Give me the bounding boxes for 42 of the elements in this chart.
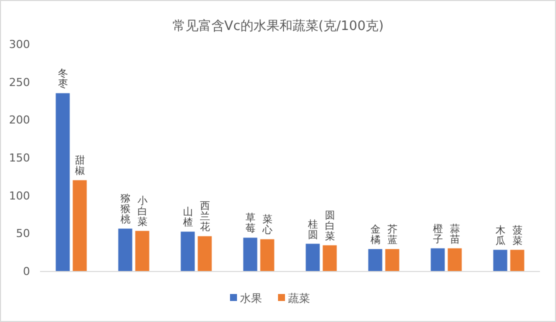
bar (243, 238, 258, 271)
y-tick-label: 250 (9, 76, 30, 89)
chart-title: 常见富含Vc的水果和蔬菜(克/100克) (172, 18, 384, 34)
bar (368, 249, 382, 271)
data-label: 猕猴桃 (120, 194, 130, 226)
data-label: 山楂 (182, 206, 193, 229)
bar (56, 93, 70, 271)
bar (180, 232, 195, 271)
y-tick-label: 50 (16, 227, 30, 240)
bar (198, 236, 212, 271)
data-label: 草莓 (245, 212, 256, 235)
y-tick-label: 0 (23, 265, 30, 278)
data-label: 桂圆 (306, 218, 318, 241)
data-label: 西兰花 (200, 201, 210, 234)
bar (72, 180, 87, 271)
data-label: 菠菜 (512, 224, 522, 247)
bar (385, 249, 400, 271)
bar (135, 230, 150, 271)
y-tick-label: 200 (9, 114, 30, 127)
y-tick-label: 150 (9, 152, 30, 164)
data-label: 冬枣 (58, 68, 68, 90)
data-label: 甜椒 (74, 154, 85, 178)
data-label: 圆白菜 (324, 210, 335, 242)
bar (430, 248, 445, 271)
bar (448, 248, 462, 271)
data-label: 木瓜 (495, 224, 506, 247)
data-label: 小白菜 (137, 194, 148, 228)
y-tick-label: 100 (9, 189, 30, 202)
legend-label: 水果 (240, 292, 262, 305)
bar (118, 228, 132, 271)
bar (510, 250, 524, 271)
data-label: 金橘 (370, 224, 380, 246)
y-tick-label: 300 (9, 38, 30, 51)
bar (322, 245, 337, 271)
data-label: 芥蓝 (387, 224, 398, 246)
data-label: 菜心 (261, 214, 272, 236)
data-label: 蒜苗 (450, 222, 460, 246)
bar (493, 250, 508, 271)
bar (260, 239, 274, 271)
bar (306, 244, 320, 271)
data-label: 橙子 (432, 222, 443, 246)
legend-label: 蔬菜 (288, 292, 310, 305)
